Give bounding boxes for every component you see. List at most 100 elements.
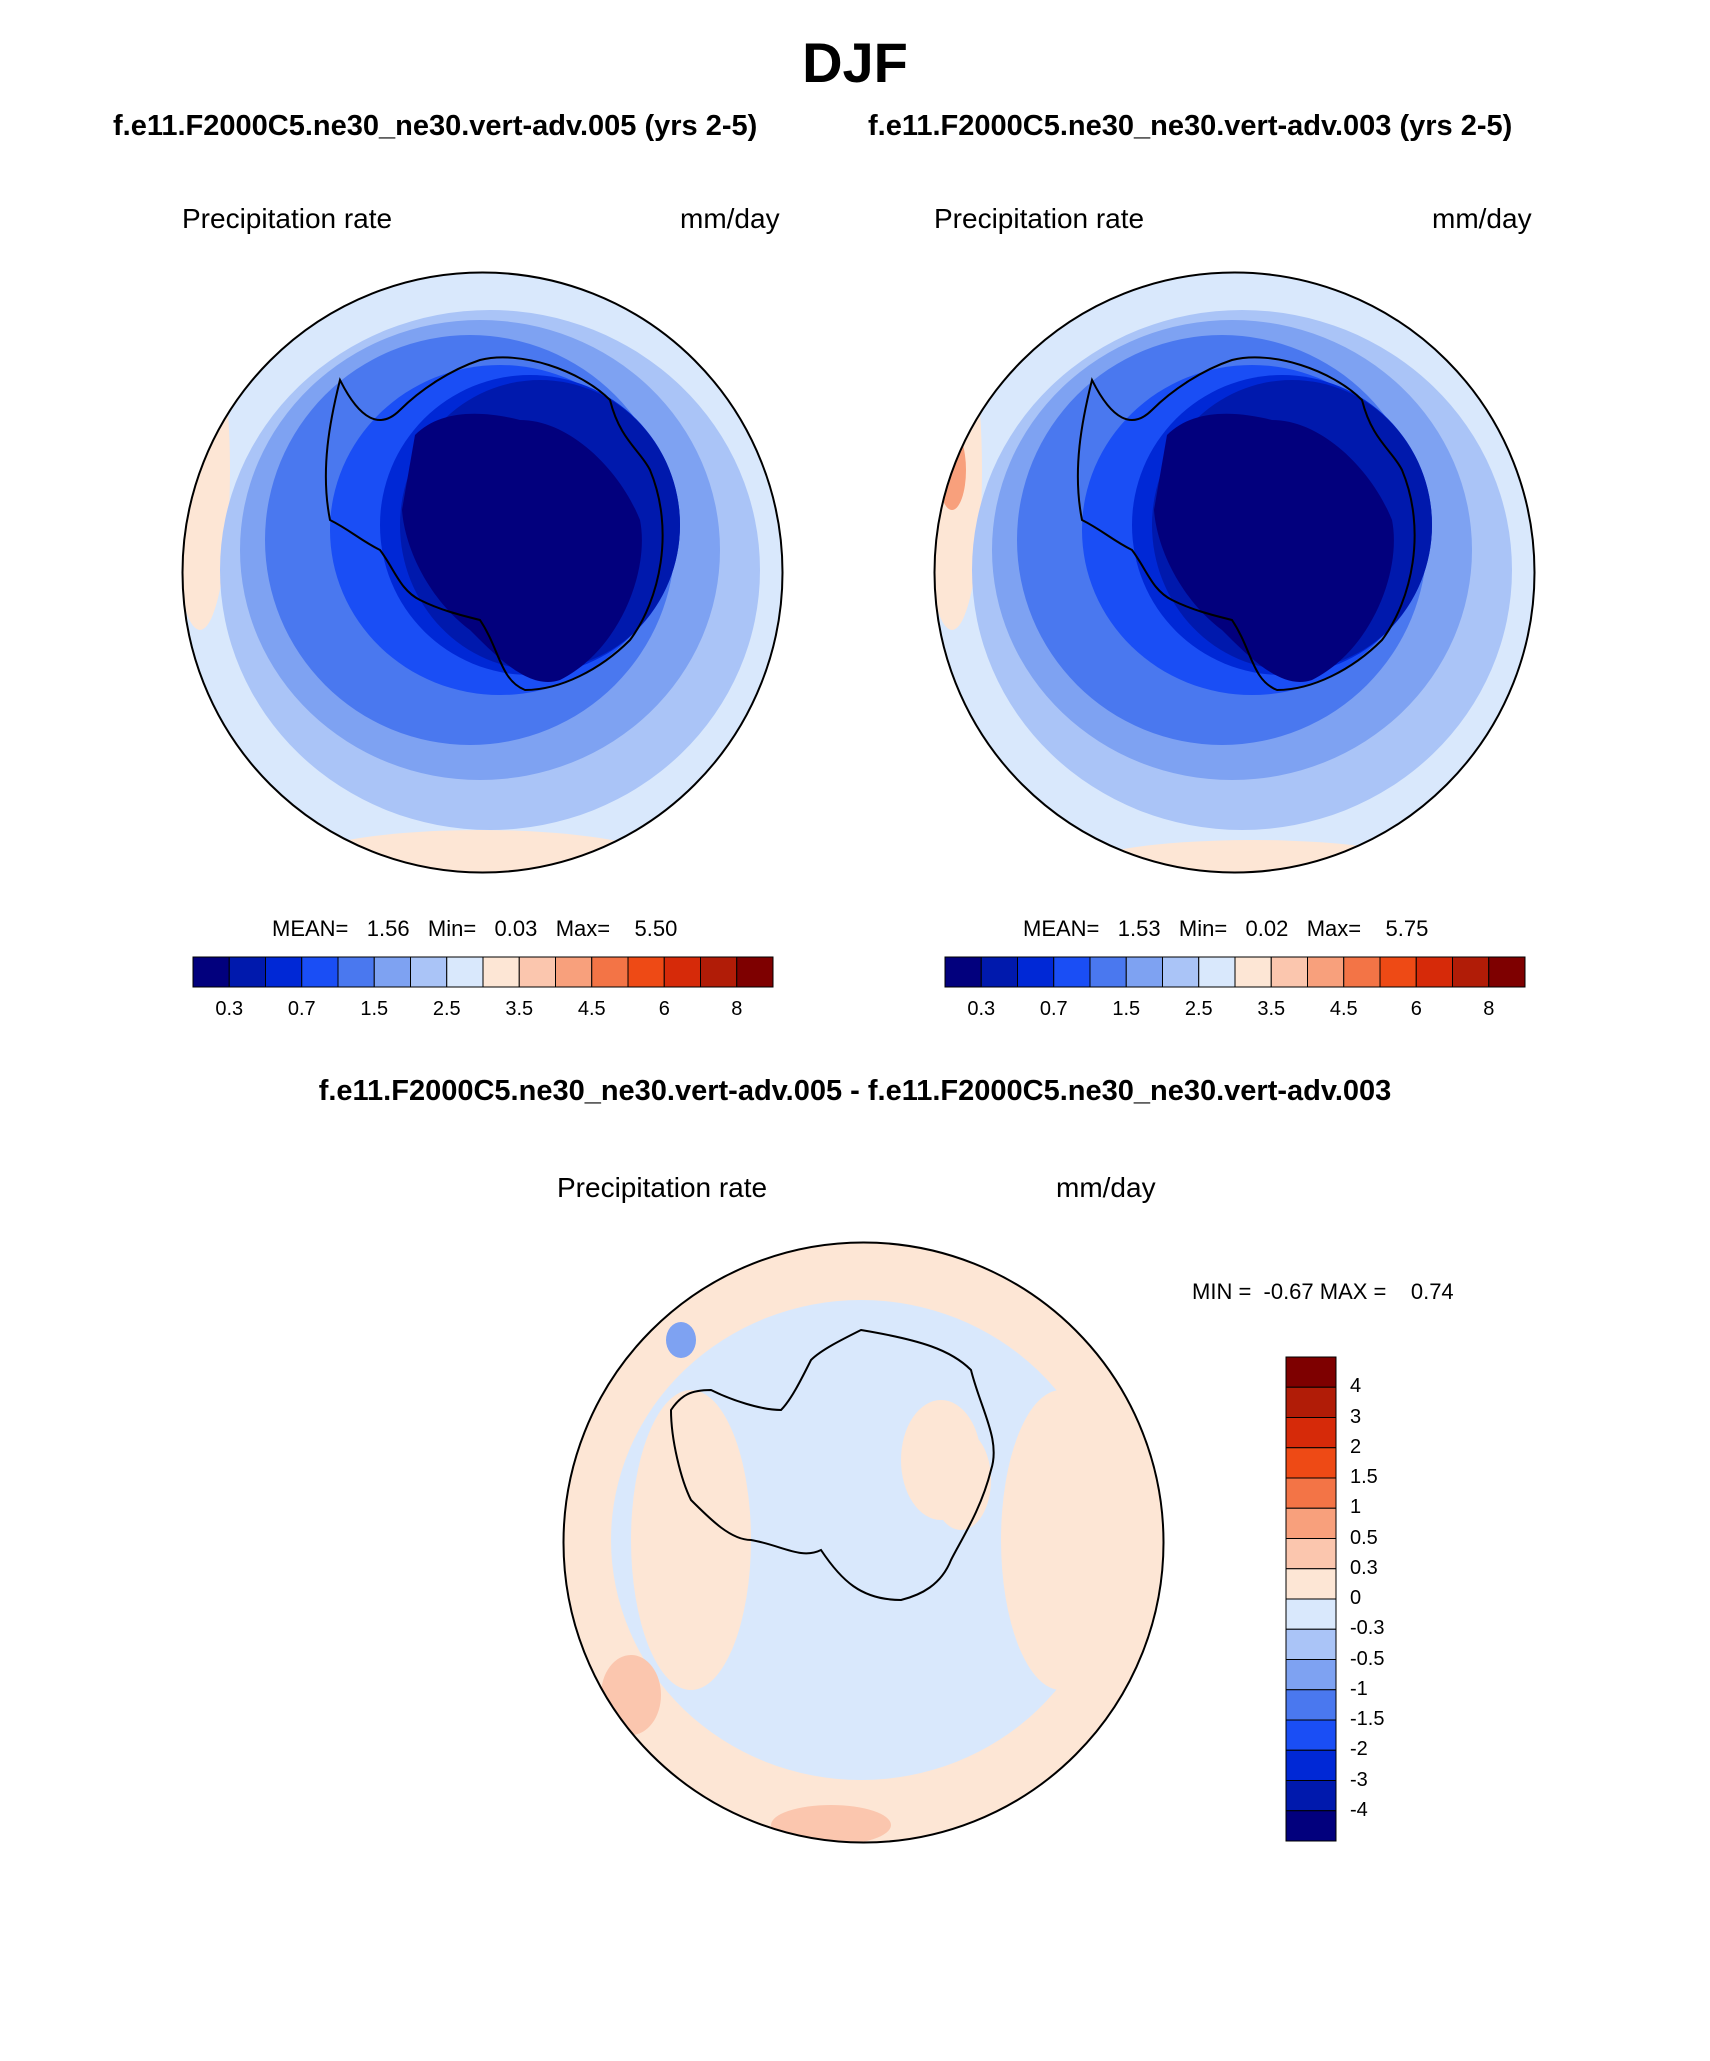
colorbar-left-tick-label: 8 [731, 998, 743, 1020]
colorbar-right-tick-label: 0.7 [1039, 998, 1068, 1020]
difference-variable: Precipitation rate [557, 1172, 768, 1203]
colorbar-difference-tick-label: 0.5 [1350, 1526, 1378, 1549]
colorbar-difference-cell [1285, 1780, 1337, 1812]
map-difference [562, 1241, 1165, 1844]
colorbar-difference-cell [1285, 1356, 1337, 1388]
colorbar-right-cell [1307, 956, 1345, 988]
colorbar-difference-cell [1285, 1538, 1337, 1570]
difference-units: mm/day [1056, 1172, 1156, 1203]
colorbar-difference-tick-label: 3 [1350, 1405, 1362, 1428]
colorbar-left-cell [228, 956, 266, 988]
colorbar-right-tick-label: 8 [1483, 998, 1495, 1020]
colorbar-right-ticks: 0.3 0.7 1.5 2.5 3.5 4.5 6 8 [944, 998, 1526, 1028]
colorbar-right-tick-label: 3.5 [1257, 998, 1286, 1020]
panel-right-stats: MEAN= 1.53 Min= 0.02 Max= 5.75 [1023, 916, 1429, 941]
colorbar-left-tick-label: 1.5 [360, 998, 389, 1020]
panel-left-stats: MEAN= 1.56 Min= 0.03 Max= 5.50 [272, 916, 678, 941]
colorbar-difference-tick-label: 2 [1350, 1435, 1362, 1458]
colorbar-right-cell [1415, 956, 1453, 988]
colorbar-left-cell [627, 956, 665, 988]
panel-left-units: mm/day [680, 203, 780, 234]
colorbar-right-cell [1198, 956, 1236, 988]
colorbar-difference-cell [1285, 1417, 1337, 1449]
colorbar-difference-cell [1285, 1568, 1337, 1600]
colorbar-difference-cell [1285, 1598, 1337, 1630]
case-title-right: f.e11.F2000C5.ne30_ne30.vert-adv.003 (yr… [868, 110, 1513, 142]
case-title-left: f.e11.F2000C5.ne30_ne30.vert-adv.005 (yr… [113, 110, 758, 142]
colorbar-left-cell [192, 956, 230, 988]
map-right [933, 271, 1536, 874]
colorbar-left [192, 956, 774, 988]
colorbar-left-tick-label: 2.5 [432, 998, 461, 1020]
colorbar-left-cell [301, 956, 339, 988]
colorbar-right-cell [1162, 956, 1200, 988]
colorbar-difference-cell [1285, 1477, 1337, 1509]
colorbar-difference-cell [1285, 1689, 1337, 1721]
colorbar-right-cell [1452, 956, 1490, 988]
colorbar-right-cell [1125, 956, 1163, 988]
colorbar-difference [1285, 1356, 1337, 1842]
colorbar-difference-tick-label: -0.3 [1350, 1617, 1385, 1640]
colorbar-difference-tick-label: -1.5 [1350, 1708, 1385, 1730]
colorbar-right-tick-label: 1.5 [1112, 998, 1141, 1020]
colorbar-left-cell [446, 956, 484, 988]
panel-right-variable: Precipitation rate [934, 203, 1145, 234]
panel-right-units: mm/day [1432, 203, 1532, 234]
colorbar-right-cell [1379, 956, 1417, 988]
colorbar-right-cell [1270, 956, 1308, 988]
colorbar-left-cell [518, 956, 556, 988]
colorbar-difference-tick-label: 0.3 [1350, 1556, 1378, 1579]
difference-stats: MIN = -0.67 MAX = 0.74 [1192, 1279, 1454, 1304]
colorbar-difference-tick-label: -3 [1350, 1768, 1368, 1791]
colorbar-right [944, 956, 1526, 988]
panel-left-variable: Precipitation rate [182, 203, 393, 234]
colorbar-right-cell [1234, 956, 1272, 988]
colorbar-difference-cell [1285, 1719, 1337, 1751]
colorbar-difference-tick-label: -2 [1350, 1738, 1368, 1761]
colorbar-right-cell [1089, 956, 1127, 988]
colorbar-difference-cell [1285, 1507, 1337, 1539]
colorbar-right-tick-label: 4.5 [1329, 998, 1358, 1020]
colorbar-difference-cell [1285, 1659, 1337, 1691]
colorbar-right-tick-label: 0.3 [967, 998, 996, 1020]
page-title: DJF [802, 31, 908, 94]
colorbar-left-cell [663, 956, 701, 988]
colorbar-difference-cell [1285, 1749, 1337, 1781]
colorbar-left-cell [482, 956, 520, 988]
colorbar-right-cell [1488, 956, 1526, 988]
map-left [181, 271, 784, 874]
colorbar-left-cell [373, 956, 411, 988]
colorbar-difference-tick-label: 1.5 [1350, 1466, 1378, 1488]
difference-title: f.e11.F2000C5.ne30_ne30.vert-adv.005 - f… [318, 1075, 1392, 1107]
colorbar-left-ticks: 0.3 0.7 1.5 2.5 3.5 4.5 6 8 [192, 998, 774, 1028]
colorbar-right-cell [1343, 956, 1381, 988]
colorbar-difference-tick-label: -1 [1350, 1677, 1368, 1700]
colorbar-difference-tick-label: -0.5 [1350, 1647, 1385, 1670]
colorbar-left-tick-label: 0.7 [287, 998, 316, 1020]
colorbar-difference-cell [1285, 1447, 1337, 1479]
colorbar-left-cell [591, 956, 629, 988]
colorbar-right-cell [944, 956, 982, 988]
colorbar-right-cell [1053, 956, 1091, 988]
colorbar-left-cell [410, 956, 448, 988]
colorbar-difference-cell [1285, 1386, 1337, 1418]
colorbar-difference-cell [1285, 1628, 1337, 1660]
colorbar-left-cell [337, 956, 375, 988]
colorbar-left-tick-label: 3.5 [505, 998, 534, 1020]
colorbar-left-cell [736, 956, 774, 988]
colorbar-right-tick-label: 2.5 [1184, 998, 1213, 1020]
colorbar-left-tick-label: 0.3 [215, 998, 244, 1020]
colorbar-left-tick-label: 6 [658, 998, 670, 1020]
colorbar-difference-tick-label: -4 [1350, 1798, 1368, 1821]
colorbar-left-cell [555, 956, 593, 988]
colorbar-left-cell [700, 956, 738, 988]
colorbar-difference-cell [1285, 1810, 1337, 1842]
colorbar-left-cell [265, 956, 303, 988]
colorbar-right-cell [1017, 956, 1055, 988]
colorbar-difference-ticks: 4 3 2 1.5 1 0.5 0.3 0 -0.3 -0.5 -1 -1.5 -2 -3 -4 [1350, 1356, 1430, 1842]
colorbar-left-tick-label: 4.5 [577, 998, 606, 1020]
colorbar-right-cell [980, 956, 1018, 988]
colorbar-difference-tick-label: 1 [1350, 1496, 1362, 1519]
colorbar-difference-tick-label: 4 [1350, 1375, 1362, 1398]
colorbar-difference-tick-label: 0 [1350, 1587, 1362, 1609]
